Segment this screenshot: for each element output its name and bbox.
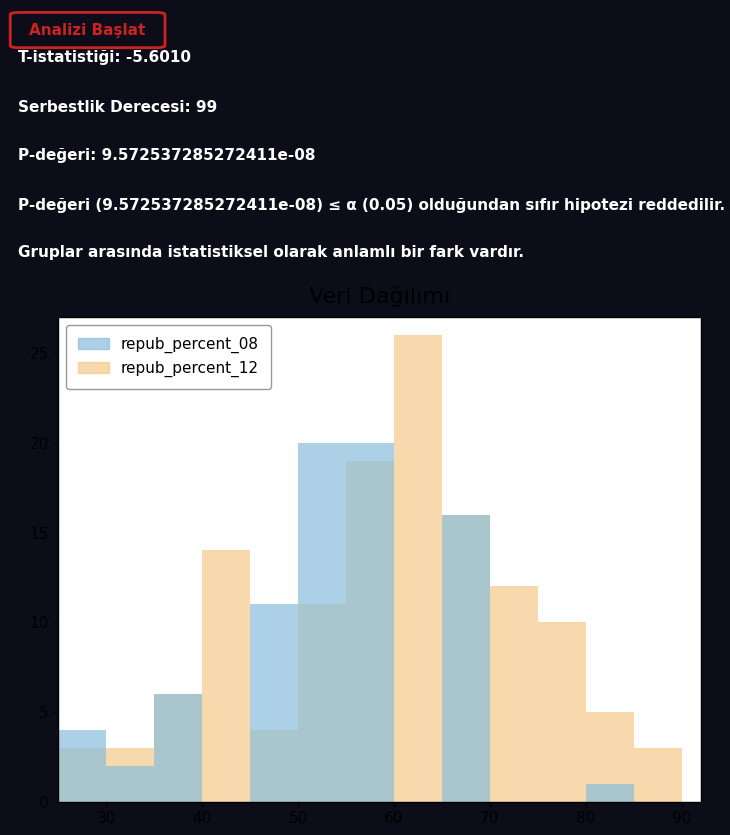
Bar <box>346 461 394 802</box>
Text: Gruplar arasında istatistiksel olarak anlamlı bir fark vardır.: Gruplar arasında istatistiksel olarak an… <box>18 245 524 260</box>
Legend: repub_percent_08, repub_percent_12: repub_percent_08, repub_percent_12 <box>66 325 272 389</box>
Bar <box>298 443 346 802</box>
Bar <box>298 605 346 802</box>
Text: P-değeri: 9.572537285272411e-08: P-değeri: 9.572537285272411e-08 <box>18 148 316 163</box>
Bar <box>585 712 634 802</box>
Text: Serbestlik Derecesi: 99: Serbestlik Derecesi: 99 <box>18 100 218 115</box>
Bar <box>202 550 250 802</box>
Bar <box>442 514 490 802</box>
Bar <box>107 748 154 802</box>
Bar <box>346 443 394 802</box>
Bar <box>634 748 682 802</box>
Bar <box>538 622 585 802</box>
Bar <box>154 694 202 802</box>
FancyBboxPatch shape <box>10 13 165 48</box>
Bar <box>585 784 634 802</box>
Text: T-istatistiği: -5.6010: T-istatistiği: -5.6010 <box>18 50 191 65</box>
Bar <box>442 514 490 802</box>
Bar <box>250 605 298 802</box>
Bar <box>154 694 202 802</box>
Bar <box>394 335 442 802</box>
Bar <box>490 586 538 802</box>
Bar <box>250 730 298 802</box>
Text: Analizi Başlat: Analizi Başlat <box>29 23 146 38</box>
Bar <box>107 766 154 802</box>
Bar <box>58 748 107 802</box>
Title: Veri Dağılımı: Veri Dağılımı <box>309 286 450 307</box>
Text: P-değeri (9.572537285272411e-08) ≤ α (0.05) olduğundan sıfır hipotezi reddedilir: P-değeri (9.572537285272411e-08) ≤ α (0.… <box>18 198 726 213</box>
Bar <box>58 730 107 802</box>
